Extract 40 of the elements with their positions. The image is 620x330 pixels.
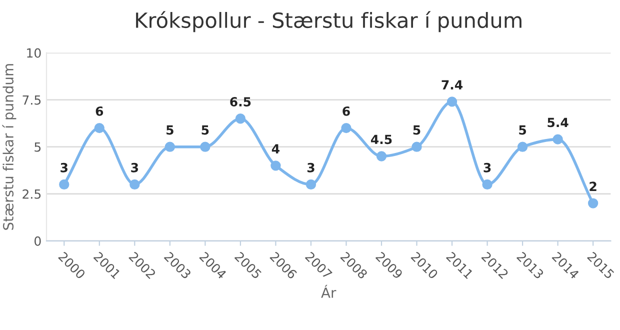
data-label: 6.5	[230, 97, 251, 106]
data-label: 5.4	[548, 118, 568, 128]
point	[235, 114, 246, 124]
point	[517, 142, 528, 152]
y-tick-label: 5	[34, 142, 41, 152]
data-label: 3	[131, 162, 138, 172]
point	[306, 179, 316, 190]
data-label: 5	[202, 125, 209, 135]
y-tick-label: 2.5	[22, 189, 41, 199]
data-label: 6	[96, 106, 104, 116]
point	[164, 142, 176, 152]
x-axis-title: Ár	[321, 284, 336, 298]
data-label: 5	[413, 125, 420, 135]
y-tick-label: 7.5	[22, 95, 41, 105]
point	[412, 142, 422, 152]
point	[59, 179, 70, 190]
point	[130, 179, 140, 190]
data-label: 4.5	[370, 134, 392, 144]
point	[200, 142, 210, 152]
point	[446, 96, 458, 107]
point	[341, 122, 352, 134]
data-label: 5	[166, 125, 174, 135]
y-axis-title: Stærstu fiskar í pundum	[2, 64, 16, 230]
data-label: 7.4	[442, 80, 463, 90]
data-label: 2	[590, 182, 596, 191]
point	[270, 160, 281, 171]
data-label: 5	[519, 125, 526, 135]
data-label: 3	[484, 162, 491, 172]
point	[94, 122, 104, 134]
y-tick-label: 0	[34, 236, 41, 246]
data-label: 4	[272, 144, 280, 154]
point	[376, 151, 387, 162]
data-label: 3	[60, 162, 68, 172]
point	[552, 134, 563, 144]
y-tick-label: 10	[27, 48, 41, 58]
point	[588, 198, 598, 208]
data-label: 3	[307, 162, 314, 172]
point	[482, 179, 492, 190]
data-label: 6	[342, 106, 350, 116]
chart-title: Krókspollur - Stærstu fiskar í pundum	[136, 11, 522, 32]
